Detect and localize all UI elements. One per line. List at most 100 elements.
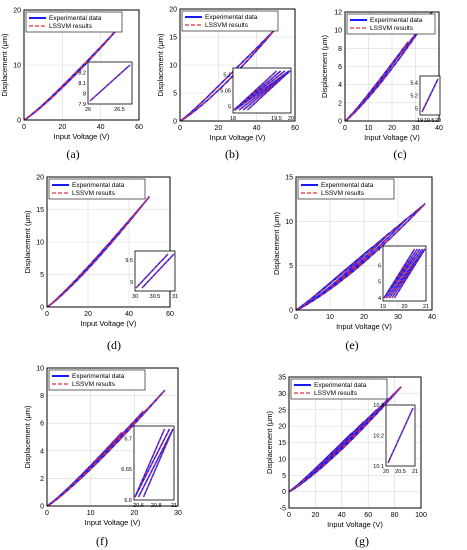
experimental-data-line [46, 195, 151, 308]
inset-y-tick-label: 5 [378, 280, 381, 286]
inset: 18 19.5 20 5 5.05 5.1 [220, 67, 294, 122]
panel-caption-b: (b) [225, 147, 239, 161]
legend-label-experimental: Experimental data [370, 17, 423, 24]
y-tick-label: 0 [17, 118, 21, 125]
y-tick-label: 2 [40, 476, 44, 483]
axes-box [344, 11, 440, 122]
legend-label-experimental: Experimental data [72, 373, 125, 380]
y-tick-label: 15 [36, 207, 44, 214]
curves [46, 195, 151, 308]
inset-x-tick-label: 20 [383, 469, 389, 475]
inset-x-tick-label: 21 [171, 503, 177, 509]
inset-x-tick-label: 30 [132, 294, 138, 300]
x-tick-label: 20 [312, 512, 320, 519]
inset-x-tick-label: 20.5 [395, 469, 406, 475]
y-tick-label: 10 [13, 63, 21, 70]
y-tick-label: 0 [338, 119, 342, 126]
panel-e: 0 10 20 30 40 0 5 10 15 Input Voltage (V) Displace… [272, 175, 436, 332]
legend-label-lssvm: LSSVM results [205, 22, 249, 29]
x-tick-label: 30 [174, 510, 182, 517]
lssvm-results-line [295, 203, 426, 311]
inset-y-tick-label: 10.2 [373, 434, 384, 440]
inset-box [133, 425, 175, 501]
inset-y-tick-label: 7.9 [78, 102, 86, 108]
panel-c: 0 10 20 30 40 0 2 4 6 8 10 12 Input Voltage (V) Displ… [320, 10, 443, 143]
x-axis-title: Input Voltage (V) [54, 132, 110, 141]
inset-x-tick-label: 20 [401, 304, 407, 310]
inset-experimental-line [393, 248, 426, 299]
axes-box [46, 367, 179, 507]
legend-box [346, 13, 436, 35]
inset: 26 26.5 7.9 8 8.1 8.2 [78, 61, 133, 113]
y-tick-label: 20 [169, 7, 177, 14]
inset: 20.6 20.8 21 6.6 6.65 6.7 [121, 425, 177, 509]
y-tick-label: 5 [40, 272, 44, 279]
inset-x-tick-label: 21 [423, 304, 429, 310]
inset-y-tick-label: 8 [83, 92, 86, 98]
x-tick-label: 20 [388, 125, 396, 132]
legend-label-experimental: Experimental data [72, 182, 125, 189]
y-tick-label: 5 [282, 473, 286, 480]
x-tick-label: 30 [412, 125, 420, 132]
x-tick-label: 0 [45, 510, 49, 517]
x-tick-label: 10 [365, 125, 373, 132]
x-axis-title: Input Voltage (V) [81, 319, 137, 328]
x-tick-label: 40 [435, 125, 443, 132]
y-tick-label: 6 [338, 64, 342, 71]
x-tick-label: 0 [178, 125, 182, 132]
y-tick-label: 35 [278, 375, 286, 382]
inset-lssvm-line [138, 428, 174, 498]
legend-label-lssvm: LSSVM results [72, 381, 116, 388]
lssvm-results-line [46, 196, 150, 308]
inset-y-tick-label: 8.2 [78, 71, 86, 77]
y-axis-title: Displacement (μm) [23, 210, 32, 274]
y-tick-label: 15 [169, 35, 177, 42]
panel-caption-c: (c) [393, 147, 407, 161]
inset-y-tick-label: 10.1 [373, 464, 384, 470]
y-tick-label: 0 [40, 504, 44, 511]
x-tick-label: 40 [125, 311, 133, 318]
inset-x-tick-label: 31 [172, 294, 178, 300]
x-tick-label: 10 [87, 510, 95, 517]
x-axis-title: Input Voltage (V) [85, 518, 141, 527]
inset-lssvm-line [383, 248, 423, 299]
inset-y-tick-label: 5.2 [410, 94, 418, 100]
inset-x-tick-label: 20.8 [151, 503, 162, 509]
y-axis-title: Displacement (μm) [23, 405, 32, 469]
x-tick-label: 40 [253, 125, 261, 132]
axes-box [179, 8, 296, 122]
x-tick-label: 0 [287, 512, 291, 519]
x-tick-label: 20 [360, 314, 368, 321]
curves [295, 202, 426, 311]
y-axis-title: Displacement (μm) [265, 410, 274, 474]
inset-x-tick-label: 26 [85, 107, 91, 113]
lssvm-results-line [288, 386, 402, 493]
inset-x-tick-label: 19.5 [424, 118, 435, 124]
panel-caption-a: (a) [66, 147, 80, 161]
y-tick-label: 10 [36, 240, 44, 247]
x-tick-label: 60 [166, 311, 174, 318]
inset-box [134, 250, 176, 292]
inset-y-tick-label: 5 [228, 105, 231, 111]
y-tick-label: 10 [278, 456, 286, 463]
lssvm-results-line [46, 410, 144, 507]
x-tick-label: 60 [364, 512, 372, 519]
y-tick-label: 20 [278, 424, 286, 431]
legend-label-lssvm: LSSVM results [314, 390, 358, 397]
inset-y-tick-label: 5 [415, 107, 418, 113]
inset-lssvm-line [421, 78, 439, 113]
inset-y-tick-label: 6.6 [124, 498, 132, 504]
x-axis-title: Input Voltage (V) [364, 133, 420, 142]
inset-x-tick-label: 19.5 [271, 116, 282, 122]
x-axis-title: Input Voltage (V) [210, 133, 266, 142]
x-axis-title: Input Voltage (V) [336, 322, 392, 331]
x-tick-label: 10 [326, 314, 334, 321]
inset-lssvm-line [134, 428, 170, 498]
x-tick-label: 0 [45, 311, 49, 318]
y-tick-label: 2 [338, 100, 342, 107]
